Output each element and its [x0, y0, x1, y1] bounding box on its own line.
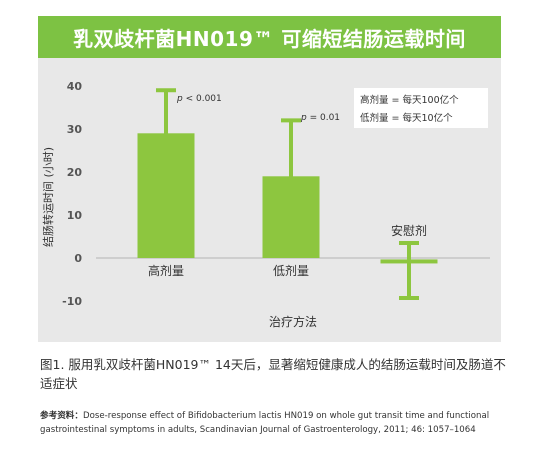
y-tick-label: -10: [62, 295, 82, 308]
figure-caption: 图1. 服用乳双歧杆菌HN019™ 14天后，显著缩短健康成人的结肠运载时间及肠…: [40, 357, 506, 391]
reference-label: 参考资料：: [40, 411, 83, 421]
p-value-annotation: p = 0.01: [300, 113, 340, 123]
legend-entry: 高剂量 = 每天100亿个: [360, 94, 459, 106]
y-axis-label: 结肠转运时间 (小时): [41, 147, 55, 247]
y-tick-label: 30: [67, 123, 83, 136]
legend-entry: 低剂量 = 每天10亿个: [360, 112, 453, 124]
reference-text: Dose-response effect of Bifidobacterium …: [40, 411, 490, 435]
x-axis-label: 治疗方法: [269, 314, 317, 329]
reference-note: 参考资料：Dose-response effect of Bifidobacte…: [40, 409, 520, 437]
category-label: 安慰剂: [391, 223, 427, 238]
category-label: 低剂量: [273, 263, 309, 278]
y-tick-label: 40: [67, 80, 83, 93]
p-value-annotation: p < 0.001: [176, 94, 222, 104]
y-tick-label: 10: [67, 209, 83, 222]
chart-title: 乳双歧杆菌HN019™ 可缩短结肠运载时间: [73, 26, 466, 51]
legend-box: [354, 88, 488, 128]
y-tick-label: 20: [67, 166, 83, 179]
title-banner: 乳双歧杆菌HN019™ 可缩短结肠运载时间: [38, 16, 501, 58]
y-tick-label: 0: [74, 252, 82, 265]
category-label: 高剂量: [148, 263, 184, 278]
chart-panel: -10 0 10 20 30 40 结肠转运时间 (小时) 高剂量 低剂量 安慰剂 p < 0.00…: [38, 58, 501, 342]
bar-chart: -10 0 10 20 30 40 结肠转运时间 (小时) 高剂量 低剂量 安慰剂 p < 0.00…: [41, 80, 490, 329]
